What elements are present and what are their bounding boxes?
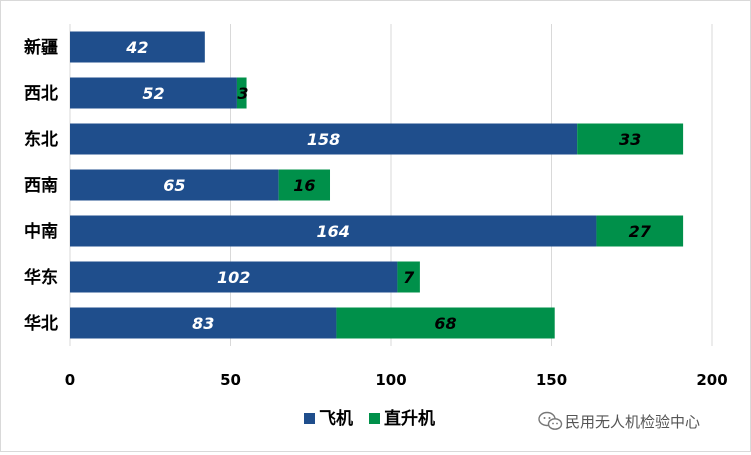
data-label: 42 (125, 38, 148, 57)
bar-segment (336, 307, 555, 339)
wechat-icon (538, 411, 563, 430)
bar-segment (397, 261, 420, 293)
bar-segment (70, 123, 578, 155)
bar-segment (70, 215, 597, 247)
category-label: 东北 (24, 129, 58, 150)
bars (70, 31, 684, 339)
x-tick-label: 150 (536, 371, 567, 389)
category-label: 新疆 (24, 37, 58, 58)
legend-label: 飞机 (319, 408, 353, 429)
data-label: 52 (142, 84, 164, 103)
watermark: 民用无人机检验中心 (538, 411, 700, 431)
data-label: 7 (403, 268, 415, 287)
x-tick-label: 200 (696, 371, 727, 389)
bar-segment (70, 31, 205, 63)
category-label: 西南 (24, 175, 58, 196)
bar-segment (596, 215, 684, 247)
data-label: 33 (619, 130, 641, 149)
data-label: 164 (317, 222, 350, 241)
bar-segment (70, 77, 237, 109)
category-label: 华北 (24, 313, 58, 334)
bar-segment (70, 169, 279, 201)
legend-swatch (369, 413, 380, 424)
data-label: 3 (237, 84, 248, 103)
x-tick-label: 50 (220, 371, 241, 389)
watermark-text: 民用无人机检验中心 (565, 413, 700, 431)
data-label: 102 (217, 268, 250, 287)
legend: 飞机 直升机 (304, 408, 435, 429)
data-label: 83 (192, 314, 214, 333)
category-label: 西北 (24, 84, 58, 104)
data-label: 65 (163, 176, 185, 195)
data-labels: 42 52 3 158 33 65 16 164 27 102 7 83 68 (125, 38, 651, 333)
bar-segment (70, 261, 398, 293)
x-tick-label: 0 (65, 371, 75, 389)
data-label: 16 (293, 176, 315, 195)
data-label: 27 (629, 222, 652, 241)
bar-segment (70, 307, 337, 339)
category-label: 华东 (24, 267, 58, 288)
data-label: 158 (307, 130, 340, 149)
bar-segment (577, 123, 684, 155)
legend-label: 直升机 (384, 408, 435, 429)
bar-segment (278, 169, 331, 201)
data-label: 68 (434, 314, 456, 333)
value-axis: 0 50 100 150 200 (65, 371, 728, 389)
x-tick-label: 100 (375, 371, 406, 389)
bar-segment (236, 77, 247, 109)
category-label: 中南 (24, 221, 58, 242)
legend-swatch (304, 413, 315, 424)
